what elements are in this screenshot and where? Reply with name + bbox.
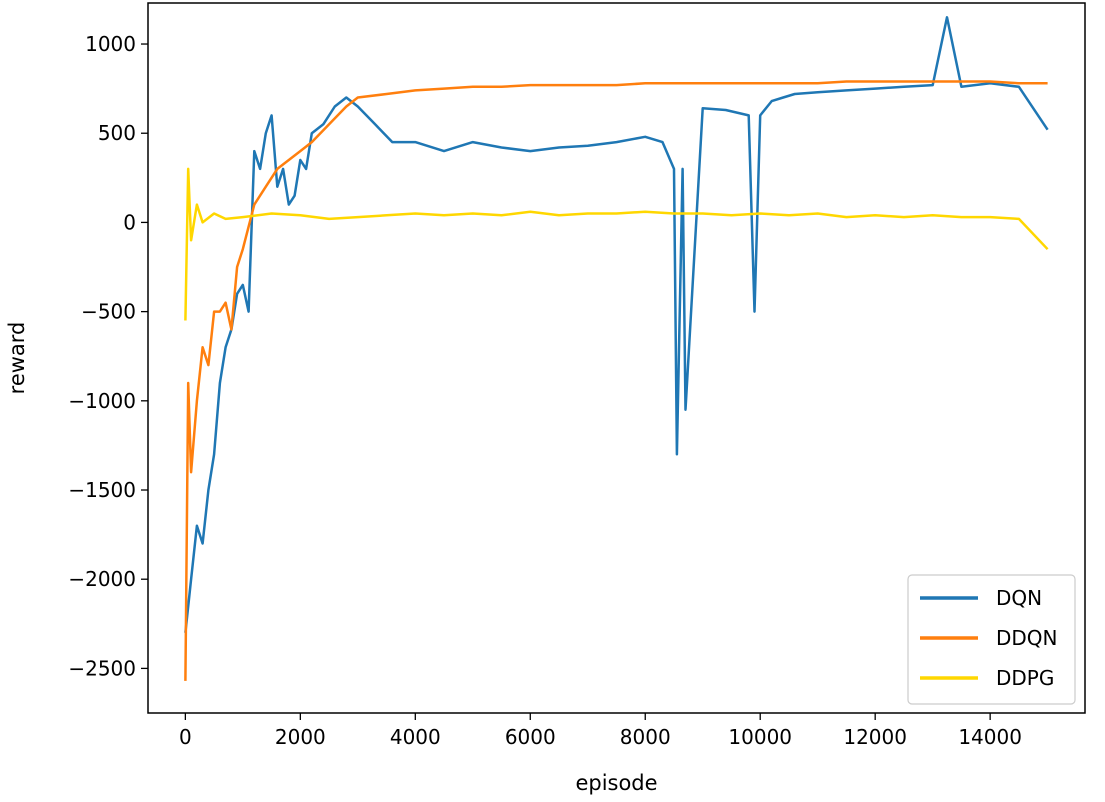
y-axis-label: reward (5, 322, 29, 395)
x-tick-label: 4000 (390, 725, 441, 749)
x-tick-label: 2000 (275, 725, 326, 749)
x-tick-label: 0 (179, 725, 192, 749)
legend-box (907, 574, 1076, 705)
x-axis-label: episode (575, 771, 657, 795)
legend-label-ddpg: DDPG (996, 666, 1054, 690)
x-tick-label: 6000 (505, 725, 556, 749)
y-tick-label: −2000 (68, 567, 136, 591)
x-tick-label: 8000 (620, 725, 671, 749)
x-tick-label: 14000 (958, 725, 1022, 749)
legend-label-dqn: DQN (996, 586, 1042, 610)
y-tick-label: −1500 (68, 478, 136, 502)
x-tick-label: 10000 (728, 725, 792, 749)
series-line-ddqn (184, 80, 1048, 681)
y-tick-label: −1000 (68, 389, 136, 413)
y-tick-label: 500 (98, 121, 136, 145)
x-tick-label: 12000 (843, 725, 907, 749)
y-tick-label: −2500 (68, 656, 136, 680)
legend: DQN DDQN DDPG (907, 574, 1076, 705)
series-line-dqn (184, 16, 1049, 633)
y-tick-label: −500 (81, 300, 136, 324)
plot-frame (147, 2, 1086, 714)
series-line-ddpg (184, 167, 1049, 321)
y-tick-label: 0 (123, 210, 136, 234)
ticks-layer: 0 2000 4000 6000 8000 10000 12000 14000−2500−20… (68, 32, 1022, 749)
y-tick-label: 1000 (85, 32, 136, 56)
legend-label-ddqn: DDQN (996, 626, 1058, 650)
series-layer (184, 16, 1049, 681)
